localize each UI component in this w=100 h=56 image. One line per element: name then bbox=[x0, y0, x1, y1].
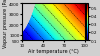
Point bbox=[15, 45, 16, 46]
Point bbox=[15, 45, 16, 46]
Point bbox=[15, 45, 16, 46]
Point bbox=[15, 45, 16, 46]
Point bbox=[15, 45, 16, 46]
Point bbox=[15, 45, 16, 46]
Point bbox=[15, 45, 16, 46]
Point bbox=[15, 45, 16, 46]
Point bbox=[15, 45, 16, 46]
Point bbox=[15, 45, 16, 46]
Point bbox=[15, 45, 16, 46]
Point bbox=[15, 45, 16, 46]
Point bbox=[15, 45, 16, 46]
Point bbox=[15, 45, 16, 46]
Point bbox=[15, 45, 16, 46]
Y-axis label: Vapour pressure (Pa): Vapour pressure (Pa) bbox=[3, 0, 8, 47]
Point bbox=[15, 45, 16, 46]
Point bbox=[15, 45, 16, 46]
Point bbox=[15, 45, 16, 46]
Point bbox=[15, 45, 16, 46]
Point bbox=[15, 45, 16, 46]
Point bbox=[15, 45, 16, 46]
Point bbox=[15, 45, 16, 46]
Point bbox=[15, 45, 16, 46]
Point bbox=[15, 45, 16, 46]
Point bbox=[15, 45, 16, 46]
Point bbox=[15, 45, 16, 46]
Point bbox=[15, 45, 16, 46]
X-axis label: Air temperature (°C): Air temperature (°C) bbox=[28, 48, 79, 53]
Point bbox=[15, 45, 16, 46]
Point bbox=[15, 45, 16, 46]
Point bbox=[15, 45, 16, 46]
Point bbox=[15, 45, 16, 46]
Point bbox=[15, 45, 16, 46]
Point bbox=[15, 45, 16, 46]
Point bbox=[15, 45, 16, 46]
Point bbox=[15, 45, 16, 46]
Point bbox=[15, 45, 16, 46]
Point bbox=[15, 45, 16, 46]
Point bbox=[15, 45, 16, 46]
Point bbox=[15, 45, 16, 46]
Point bbox=[15, 45, 16, 46]
Point bbox=[15, 45, 16, 46]
Point bbox=[15, 45, 16, 46]
Point bbox=[15, 45, 16, 46]
Point bbox=[15, 45, 16, 46]
Point bbox=[15, 45, 16, 46]
Point bbox=[15, 45, 16, 46]
Point bbox=[15, 45, 16, 46]
Point bbox=[15, 45, 16, 46]
Point bbox=[15, 45, 16, 46]
